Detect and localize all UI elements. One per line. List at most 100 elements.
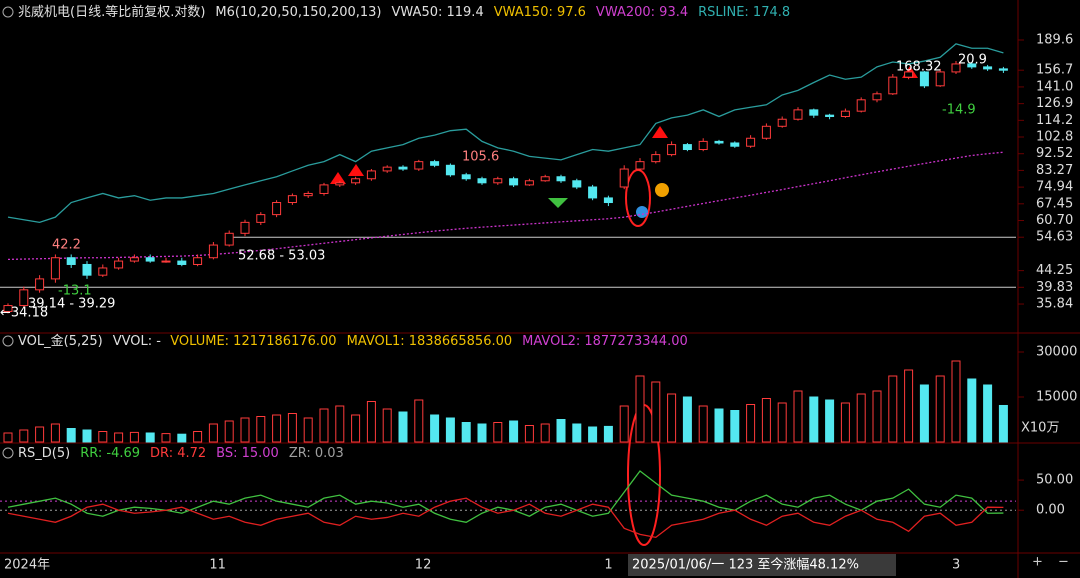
volume-bar — [509, 420, 519, 443]
y-tick-label: 39.83 — [1036, 280, 1073, 295]
candle-body — [477, 178, 487, 184]
zoom-in-button[interactable]: + — [1032, 555, 1043, 570]
signal-triangle — [652, 126, 668, 138]
cursor-label-box — [628, 554, 896, 576]
zoom-out-button[interactable]: − — [1058, 555, 1069, 570]
candle-body — [919, 71, 929, 87]
y-tick-label: 0.00 — [1036, 503, 1065, 518]
y-tick-label: 30000 — [1036, 345, 1077, 360]
indicator-value: M6(10,20,50,150,200,13) — [215, 5, 381, 20]
candle-body — [461, 174, 471, 180]
volume-bar — [730, 410, 740, 443]
candle-body — [651, 154, 661, 163]
panel-icon — [2, 447, 14, 459]
volume-bar — [872, 390, 882, 443]
candle-body — [603, 197, 613, 204]
candle-body — [524, 180, 534, 186]
candle-body — [556, 176, 566, 182]
price-annotation: -13.1 — [58, 284, 92, 299]
indicator-value: VWA150: 97.6 — [494, 5, 586, 20]
volume-bar — [430, 414, 440, 443]
volume-bar — [256, 416, 266, 443]
y-tick-label: 141.0 — [1036, 79, 1073, 94]
candle-body — [635, 161, 645, 170]
candle-body — [161, 260, 171, 263]
candle-body — [208, 244, 218, 259]
indicator-value: VWA200: 93.4 — [596, 5, 688, 20]
volume-bar — [82, 429, 92, 443]
candle-body — [619, 168, 629, 188]
volume-bar — [161, 433, 171, 443]
volume-bar — [445, 417, 455, 443]
volume-bar — [351, 414, 361, 443]
candle-body — [19, 289, 29, 307]
indicator-value: ZR: 0.03 — [289, 446, 344, 461]
volume-bar — [98, 431, 108, 443]
volume-bar — [398, 411, 408, 443]
price-annotation: 105.6 — [462, 150, 499, 165]
panel-header: VOL_金(5,25) VVOL: - VOLUME: 1217186176.00 M… — [18, 333, 688, 349]
price-annotation: 52.68 - 53.03 — [238, 249, 325, 264]
volume-bar — [493, 422, 503, 443]
volume-bar — [477, 423, 487, 443]
candle-body — [951, 63, 961, 73]
indicator-line — [7, 151, 1004, 261]
panel-icon — [2, 335, 14, 347]
volume-bar — [366, 401, 376, 443]
candle-body — [398, 166, 408, 170]
candle-body — [761, 125, 771, 139]
price-annotation: 39.14 - 39.29 — [28, 297, 115, 312]
y-tick-label: 156.7 — [1036, 63, 1073, 78]
candle-body — [129, 257, 139, 262]
volume-bar — [224, 420, 234, 443]
volume-bar — [3, 432, 13, 443]
panel-title: VOL_金(5,25) — [18, 333, 103, 349]
candle-body — [319, 184, 329, 194]
indicator-value: RSLINE: 174.8 — [698, 5, 790, 20]
candle-body — [351, 178, 361, 184]
y-tick-label: 15000 — [1036, 390, 1077, 405]
volume-bar — [603, 425, 613, 443]
signal-icon — [636, 206, 648, 218]
y-tick-label: 189.6 — [1036, 32, 1073, 47]
candle-body — [983, 66, 993, 70]
candle-body — [3, 305, 13, 312]
candle-body — [840, 110, 850, 118]
y-tick-label: 102.8 — [1036, 130, 1073, 145]
candle-body — [540, 176, 550, 182]
candle-body — [793, 109, 803, 120]
y-tick-label: 50.00 — [1036, 473, 1073, 488]
volume-bar — [793, 390, 803, 443]
volume-bar — [287, 413, 297, 443]
candle-body — [66, 257, 76, 265]
signal-icon — [655, 183, 669, 197]
candle-body — [714, 140, 724, 144]
volume-bar — [714, 408, 724, 443]
x-tick-label: 1 — [604, 558, 612, 573]
indicator-value: BS: 15.00 — [216, 446, 279, 461]
indicator-value: DR: 4.72 — [150, 446, 206, 461]
candle-body — [145, 257, 155, 262]
indicator-value: VOLUME: 1217186176.00 — [170, 334, 336, 349]
axis-unit: X10万 — [1021, 421, 1059, 436]
candle-body — [746, 137, 756, 147]
y-tick-label: 67.45 — [1036, 196, 1073, 211]
volume-bar — [114, 432, 124, 443]
indicator-value: MAVOL1: 1838665856.00 — [347, 334, 513, 349]
candle-body — [588, 186, 598, 199]
candle-body — [667, 144, 677, 156]
volume-bar — [572, 423, 582, 443]
candle-body — [445, 164, 455, 176]
candle-body — [888, 76, 898, 95]
candle-body — [366, 170, 376, 180]
candle-body — [224, 232, 234, 246]
candle-body — [382, 166, 392, 172]
indicator-line — [7, 43, 1004, 224]
y-tick-label: 83.27 — [1036, 163, 1073, 178]
y-tick-label: 126.9 — [1036, 96, 1073, 111]
candle-body — [998, 68, 1008, 71]
volume-bar — [761, 398, 771, 443]
candle-body — [177, 260, 187, 265]
volume-bar — [66, 428, 76, 443]
